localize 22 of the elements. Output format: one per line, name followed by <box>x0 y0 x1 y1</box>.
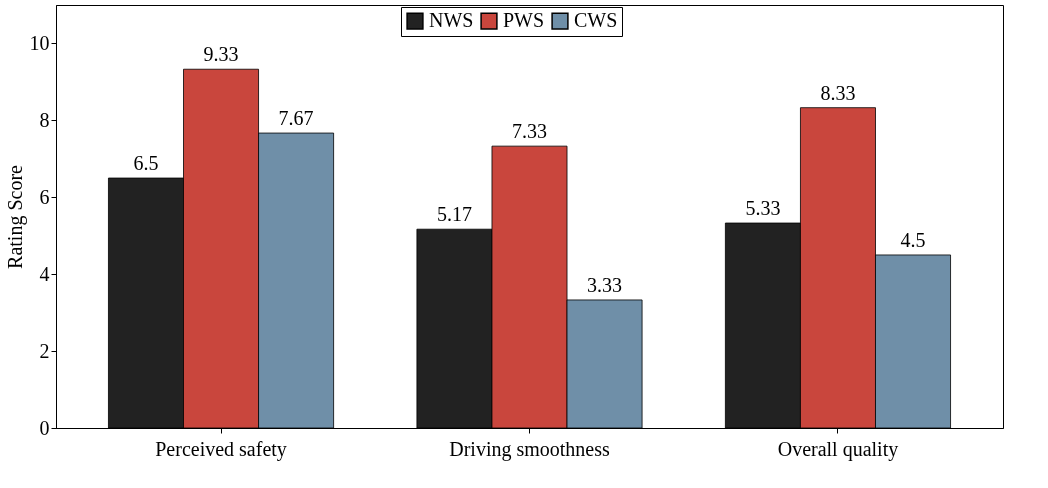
y-axis-title: Rating Score <box>3 164 27 269</box>
y-tick-label: 4 <box>39 262 50 285</box>
data-label: 9.33 <box>203 43 239 66</box>
data-label: 5.33 <box>745 197 781 220</box>
legend-label: NWS <box>429 9 474 32</box>
y-tick-label: 0 <box>39 416 50 439</box>
x-tick-label: Overall quality <box>777 437 899 461</box>
legend-label: PWS <box>503 9 545 32</box>
x-tick-label: Driving smoothness <box>449 437 610 461</box>
legend-label: CWS <box>574 9 618 32</box>
y-tick-label: 8 <box>39 108 50 131</box>
y-tick-label: 2 <box>39 339 50 362</box>
data-label: 7.33 <box>512 120 547 143</box>
data-label: 4.5 <box>900 228 926 251</box>
data-label: 7.67 <box>278 107 314 130</box>
x-tick-label: Perceived safety <box>155 437 287 461</box>
data-label: 6.5 <box>133 152 159 175</box>
data-label: 5.17 <box>436 203 472 226</box>
y-tick-label: 6 <box>39 185 50 208</box>
data-label: 3.33 <box>587 273 623 296</box>
y-tick-label: 10 <box>29 31 50 54</box>
data-label: 8.33 <box>820 81 856 104</box>
